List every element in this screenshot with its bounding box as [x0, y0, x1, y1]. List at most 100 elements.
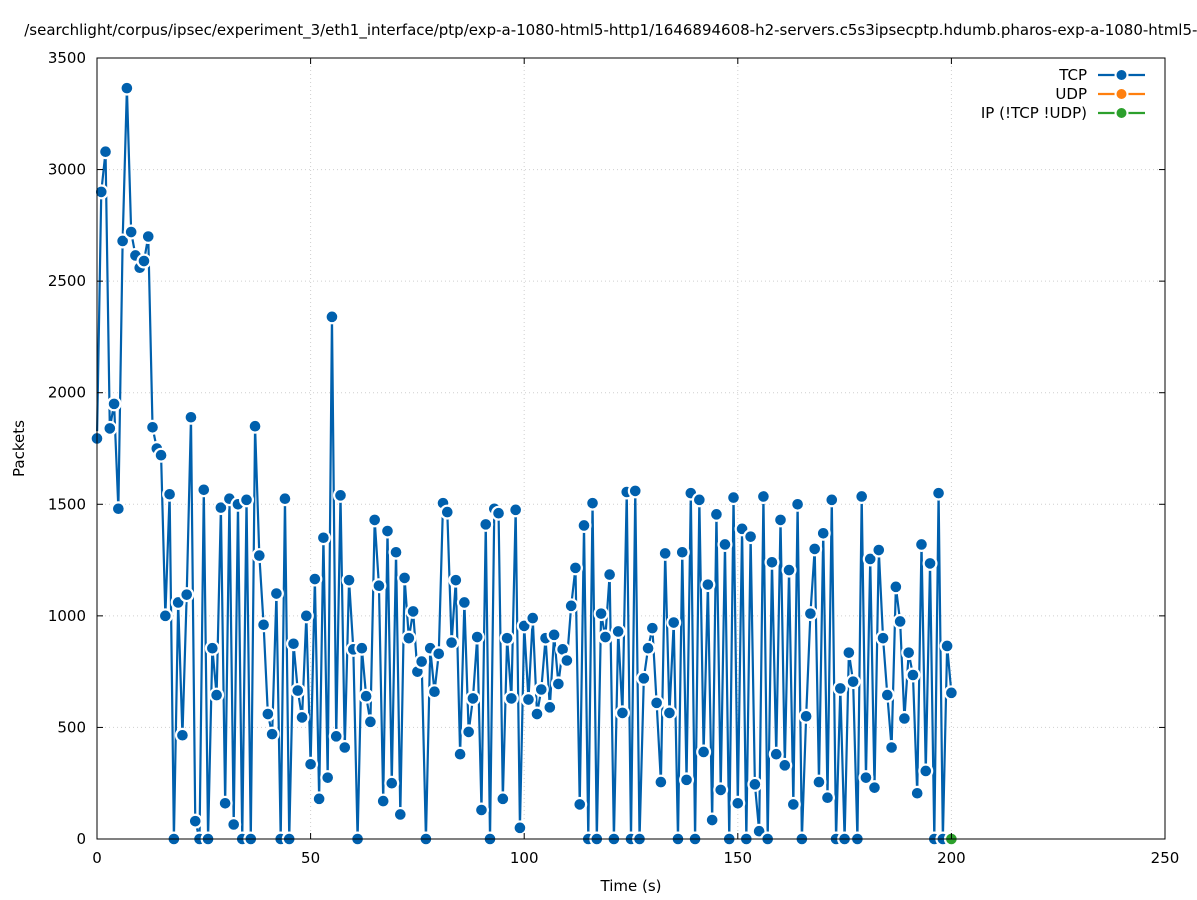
- legend-marker: [1114, 106, 1129, 120]
- data-point: [811, 774, 827, 790]
- data-point: [931, 485, 947, 501]
- data-point: [666, 615, 682, 631]
- data-point: [311, 791, 327, 807]
- data-point: [520, 692, 536, 708]
- data-point: [397, 570, 413, 586]
- data-point: [713, 782, 729, 798]
- data-point: [696, 744, 712, 760]
- data-point: [674, 544, 690, 560]
- data-point: [922, 555, 938, 571]
- data-point: [773, 512, 789, 528]
- data-point: [657, 545, 673, 561]
- data-point: [136, 253, 152, 269]
- data-point: [277, 491, 293, 507]
- axis-ticks: 0 50 100 150 200 2500500100015002000250030003…: [48, 49, 1180, 867]
- data-point: [717, 536, 733, 552]
- data-point: [512, 820, 528, 836]
- data-point: [644, 620, 660, 636]
- data-point: [593, 606, 609, 622]
- y-tick-label: 2500: [48, 272, 86, 290]
- y-tick-label: 1500: [48, 495, 86, 513]
- data-point: [183, 409, 199, 425]
- data-point: [888, 579, 904, 595]
- data-point: [700, 577, 716, 593]
- data-point: [807, 541, 823, 557]
- plot-frame: [96, 57, 1166, 840]
- data-point: [260, 706, 276, 722]
- data-point: [563, 598, 579, 614]
- data-point: [824, 492, 840, 508]
- data-point: [503, 690, 519, 706]
- data-point: [145, 419, 161, 435]
- data-point: [303, 756, 319, 772]
- data-point: [525, 610, 541, 626]
- data-point: [320, 770, 336, 786]
- data-point: [764, 554, 780, 570]
- data-point: [465, 690, 481, 706]
- data-point: [102, 420, 118, 436]
- data-point: [123, 224, 139, 240]
- data-point: [798, 708, 814, 724]
- data-point: [426, 684, 442, 700]
- data-point: [576, 517, 592, 533]
- data-point: [448, 572, 464, 588]
- data-point: [119, 80, 135, 96]
- x-axis-label: Time (s): [600, 877, 662, 895]
- data-point: [730, 795, 746, 811]
- data-point: [597, 629, 613, 645]
- data-point: [708, 506, 724, 522]
- x-tick-label: 100: [510, 849, 539, 867]
- data-point: [157, 608, 173, 624]
- data-point: [328, 728, 344, 744]
- x-tick-label: 150: [723, 849, 752, 867]
- data-point: [820, 790, 836, 806]
- data-point: [854, 488, 870, 504]
- data-point: [174, 727, 190, 743]
- data-point: [845, 674, 861, 690]
- data-point: [567, 560, 583, 576]
- legend-label: UDP: [1055, 85, 1087, 103]
- data-point: [414, 654, 430, 670]
- data-point: [585, 495, 601, 511]
- legend-marker: [1114, 87, 1129, 101]
- data-point: [461, 724, 477, 740]
- data-point: [909, 785, 925, 801]
- data-point: [871, 542, 887, 558]
- data-point: [162, 486, 178, 502]
- data-point: [324, 309, 340, 325]
- data-point: [179, 587, 195, 603]
- data-point: [939, 638, 955, 654]
- data-point: [354, 640, 370, 656]
- data-point: [542, 699, 558, 715]
- data-point: [755, 488, 771, 504]
- data-point: [943, 685, 959, 701]
- data-point: [478, 516, 494, 532]
- data-point: [858, 770, 874, 786]
- data-point: [341, 572, 357, 588]
- y-tick-label: 1000: [48, 607, 86, 625]
- data-point: [115, 233, 131, 249]
- y-tick-label: 500: [57, 718, 86, 736]
- data-point: [884, 740, 900, 756]
- data-point: [98, 144, 114, 160]
- data-point: [268, 586, 284, 602]
- data-point: [790, 496, 806, 512]
- x-tick-label: 200: [937, 849, 966, 867]
- data-point: [743, 529, 759, 545]
- data-point: [841, 645, 857, 661]
- data-point: [627, 483, 643, 499]
- data-point: [661, 705, 677, 721]
- data-point: [388, 544, 404, 560]
- data-point: [636, 670, 652, 686]
- data-point: [264, 726, 280, 742]
- data-point: [196, 482, 212, 498]
- data-point: [602, 567, 618, 583]
- data-point: [294, 709, 310, 725]
- data-point: [452, 746, 468, 762]
- data-point: [726, 490, 742, 506]
- data-point: [691, 492, 707, 508]
- data-point: [290, 683, 306, 699]
- data-point: [469, 629, 485, 645]
- data-point: [614, 705, 630, 721]
